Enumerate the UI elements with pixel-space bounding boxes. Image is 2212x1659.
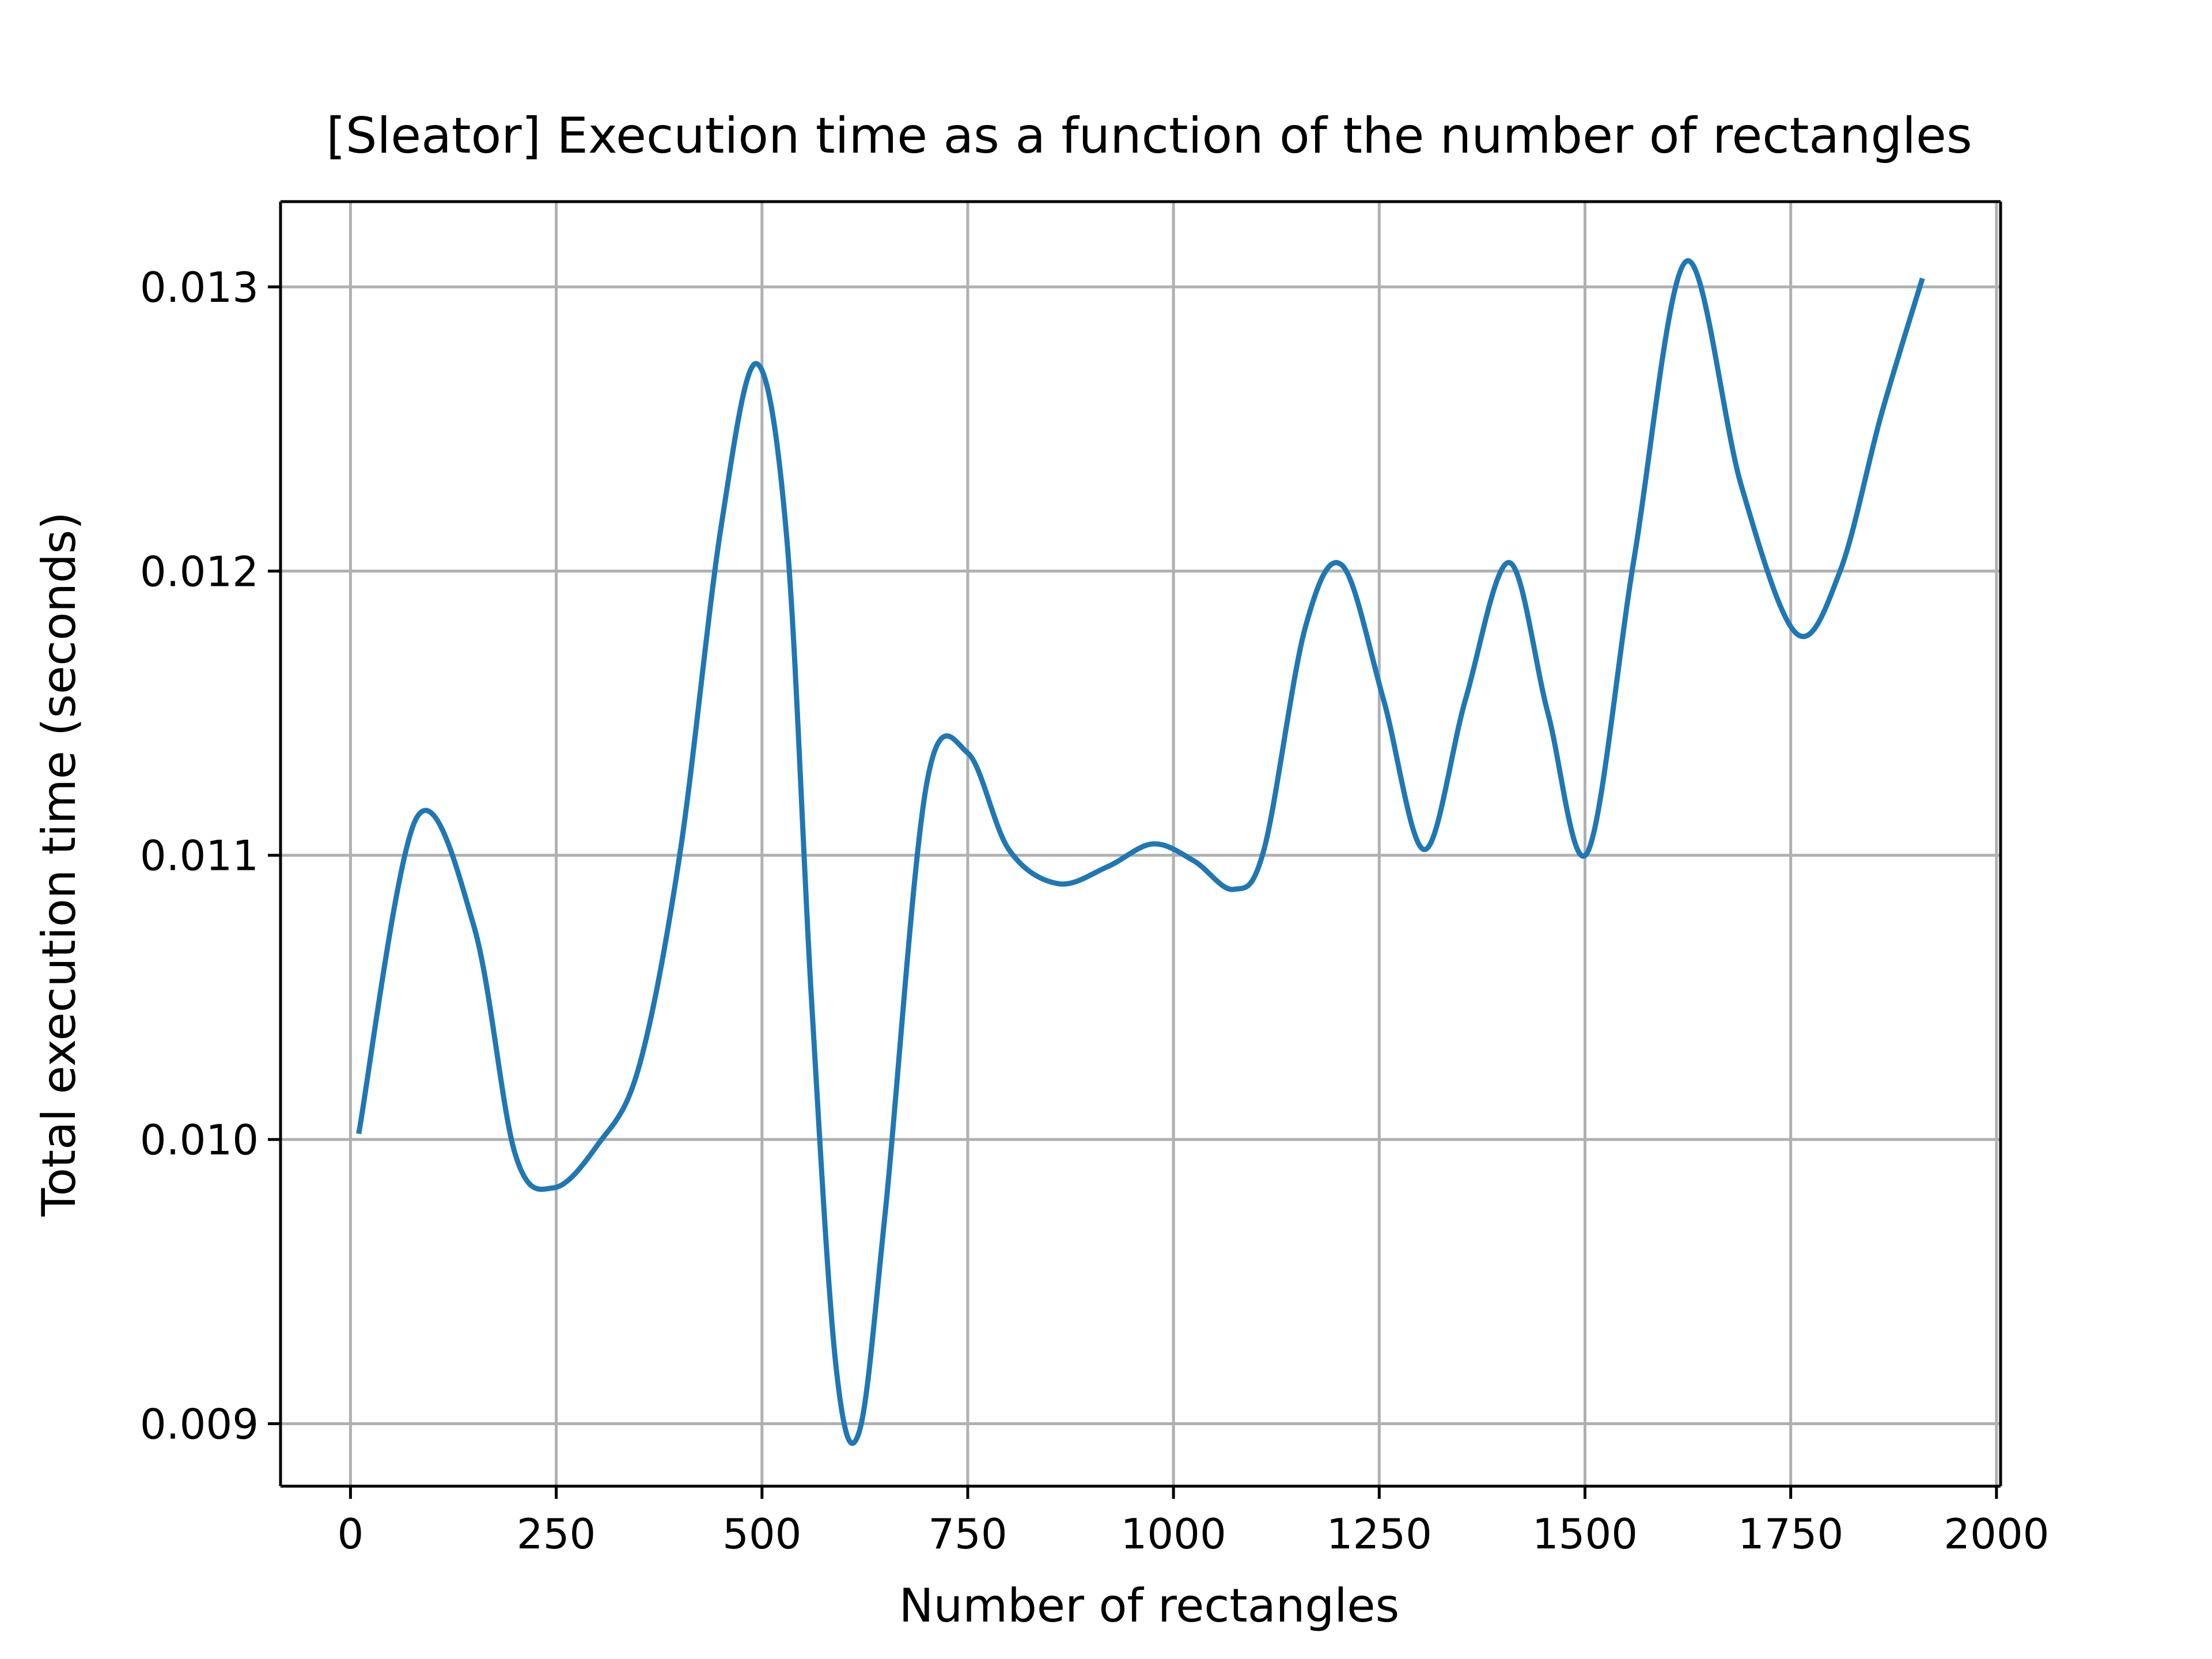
x-tick-label: 1000 <box>1121 1510 1226 1558</box>
y-tick-label: 0.013 <box>140 263 259 312</box>
ticks: 0 250 500 750 1000 1250 1500 1750 2000 0.009 0.010… <box>140 263 2050 1558</box>
chart-title: [Sleator] Execution time as a function o… <box>326 107 1972 165</box>
x-tick-label: 250 <box>517 1510 596 1558</box>
x-tick-label: 2000 <box>1944 1510 2049 1558</box>
y-tick-label: 0.009 <box>140 1400 259 1448</box>
y-tick-label: 0.012 <box>140 547 259 596</box>
axes <box>279 200 2002 1488</box>
y-tick-label: 0.010 <box>140 1116 259 1164</box>
x-axis-label: Number of rectangles <box>899 1579 1400 1633</box>
series-line <box>356 258 1925 1446</box>
y-axis-label: Total execution time (seconds) <box>32 512 86 1217</box>
y-tick-label: 0.011 <box>140 832 259 880</box>
x-tick-label: 750 <box>928 1510 1007 1558</box>
x-tick-label: 1250 <box>1327 1510 1432 1558</box>
x-tick-label: 500 <box>722 1510 801 1558</box>
plot-area <box>356 258 1925 1446</box>
x-tick-label: 1500 <box>1532 1510 1638 1558</box>
grid <box>281 202 2001 1486</box>
x-tick-label: 1750 <box>1738 1510 1843 1558</box>
x-tick-label: 0 <box>338 1510 364 1558</box>
